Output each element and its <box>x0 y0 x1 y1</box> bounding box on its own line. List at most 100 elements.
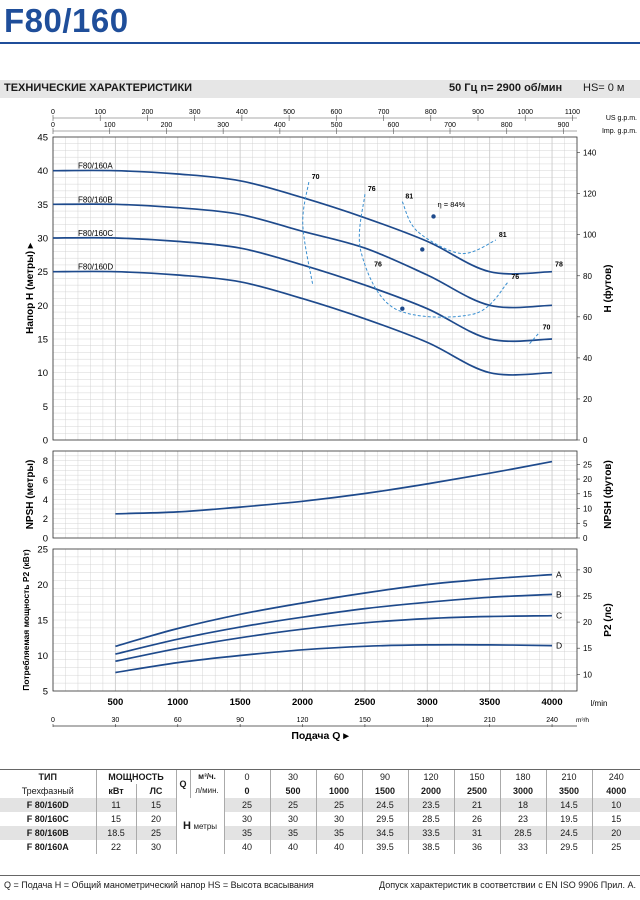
x-unit-lmin: l/min <box>591 699 608 708</box>
y-tick-label: 15 <box>37 616 48 627</box>
y-right-tick-label: 40 <box>583 354 592 363</box>
series-label: B <box>556 589 562 599</box>
header-hp: ЛС <box>135 784 177 798</box>
y-tick-label: 25 <box>37 267 48 278</box>
y-right-axis-title: P2 (лс) <box>603 603 614 636</box>
row-h-cell: 26 <box>453 812 501 826</box>
efficiency-peak-label: η = 84% <box>438 200 466 209</box>
x-tick-label-lmin: 1000 <box>167 697 188 708</box>
row-h-cell: 40 <box>223 840 271 854</box>
row-h-cell: 34.5 <box>361 826 409 840</box>
row-h-cell: 35 <box>315 826 363 840</box>
series-line <box>115 573 553 648</box>
series-label: F80/160D <box>78 263 113 272</box>
header-kw: кВт <box>95 784 136 798</box>
y-tick-label: 5 <box>43 687 48 698</box>
x-axis-title: Подача Q ▸ <box>291 730 349 742</box>
series-line <box>115 614 553 663</box>
y-axis-title: NPSH (метры) <box>25 460 36 530</box>
y-right-tick-label: 5 <box>583 519 588 528</box>
row-kw: 22 <box>95 840 136 854</box>
series-label: F80/160B <box>78 195 113 204</box>
efficiency-label: 76 <box>368 186 376 193</box>
series-line <box>52 169 553 275</box>
q-lmin-cell: 2500 <box>453 784 501 798</box>
y-tick-label: 25 <box>37 545 48 556</box>
best-efficiency-point <box>420 247 425 252</box>
y-tick-label: 5 <box>43 402 48 413</box>
x-tick-label-m3h: 150 <box>359 717 371 724</box>
table-row: F 80/160A 22 30 40 40 40 39.5 38.5 36 33… <box>0 840 640 854</box>
q-lmin-cell: 500 <box>269 784 317 798</box>
efficiency-line <box>529 331 540 345</box>
y-right-axis-title: H (футов) <box>602 265 614 313</box>
q-m3h-cell: 150 <box>453 770 501 784</box>
row-h-cell: 25 <box>269 798 317 812</box>
usgpm-axis-label: 0 <box>51 109 55 116</box>
series-line <box>115 593 553 655</box>
table-row: F 80/160C 15 20 30 30 30 29.5 28.5 26 23… <box>0 812 640 826</box>
performance-table: ТИП МОЩНОСТЬ Q м³/ч. 0 30 60 90 120 150 … <box>0 770 640 854</box>
chart-grid <box>52 136 578 692</box>
series-line <box>52 203 553 309</box>
q-m3h-cell: 60 <box>315 770 363 784</box>
row-h-cell: 30 <box>223 812 271 826</box>
y-tick-label: 30 <box>37 234 48 245</box>
best-efficiency-point <box>431 214 436 219</box>
y-tick-label: 8 <box>43 456 48 467</box>
table-row: F 80/160D 11 15 H метры 25 25 25 24.5 23… <box>0 798 640 854</box>
row-kw: 15 <box>95 812 136 826</box>
y-right-tick-label: 80 <box>583 272 592 281</box>
row-h-cell: 36 <box>453 840 501 854</box>
row-h-cell: 14.5 <box>545 798 593 812</box>
row-h-cell: 20 <box>591 826 640 840</box>
x-tick-label-m3h: 120 <box>297 717 309 724</box>
x-tick-label-m3h: 30 <box>111 717 119 724</box>
usgpm-axis-unit: US g.p.m. <box>606 115 637 122</box>
y-tick-label: 45 <box>37 133 48 144</box>
chart-curves <box>52 169 553 674</box>
efficiency-label: 76 <box>374 262 382 269</box>
spec-hs: HS= 0 м <box>583 82 625 94</box>
row-h-cell: 28.5 <box>407 812 455 826</box>
chart-labels: Напор H (метры) ▸ H (футов) F80/160A F80/16… <box>21 162 614 742</box>
y-tick-label: 2 <box>43 514 48 525</box>
series-line <box>115 643 553 674</box>
row-h-cell: 28.5 <box>499 826 547 840</box>
y-tick-label: 15 <box>37 335 48 346</box>
efficiency-label: 70 <box>312 174 320 181</box>
impgpm-axis-label: 800 <box>501 122 513 129</box>
x-tick-label-lmin: 3000 <box>417 697 438 708</box>
series-label: F80/160C <box>78 229 113 238</box>
row-h-cell: 23.5 <box>407 798 455 812</box>
table-header-row-1: ТИП МОЩНОСТЬ Q м³/ч. 0 30 60 90 120 150 … <box>0 770 640 798</box>
y-tick-label: 0 <box>43 534 48 545</box>
q-lmin-cell: 3500 <box>545 784 593 798</box>
q-lmin-cell: 1500 <box>361 784 409 798</box>
row-h-cell: 33.5 <box>407 826 455 840</box>
x-unit-m3h: m³/h <box>576 717 589 724</box>
row-hp: 25 <box>135 826 177 840</box>
x-tick-label-m3h: 210 <box>484 717 496 724</box>
row-h-cell: 40 <box>269 840 317 854</box>
impgpm-axis-label: 900 <box>558 122 570 129</box>
row-kw: 18.5 <box>95 826 136 840</box>
y-right-tick-label: 10 <box>583 670 592 679</box>
y-tick-label: 35 <box>37 200 48 211</box>
impgpm-axis-label: 600 <box>387 122 399 129</box>
header-power: МОЩНОСТЬ <box>95 770 177 784</box>
row-h-cell: 29.5 <box>361 812 409 826</box>
impgpm-axis-label: 100 <box>104 122 116 129</box>
x-tick-label-lmin: 3500 <box>479 697 500 708</box>
efficiency-label: 78 <box>555 262 563 269</box>
usgpm-axis-label: 400 <box>236 109 248 116</box>
y-right-tick-label: 0 <box>583 436 588 445</box>
x-tick-label-m3h: 90 <box>236 717 244 724</box>
q-m3h-cell: 120 <box>407 770 455 784</box>
impgpm-axis-label: 300 <box>217 122 229 129</box>
row-hp: 20 <box>135 812 177 826</box>
impgpm-axis-label: 0 <box>51 122 55 129</box>
row-h-cell: 30 <box>315 812 363 826</box>
y-right-tick-label: 120 <box>583 190 597 199</box>
y-right-tick-label: 20 <box>583 475 592 484</box>
